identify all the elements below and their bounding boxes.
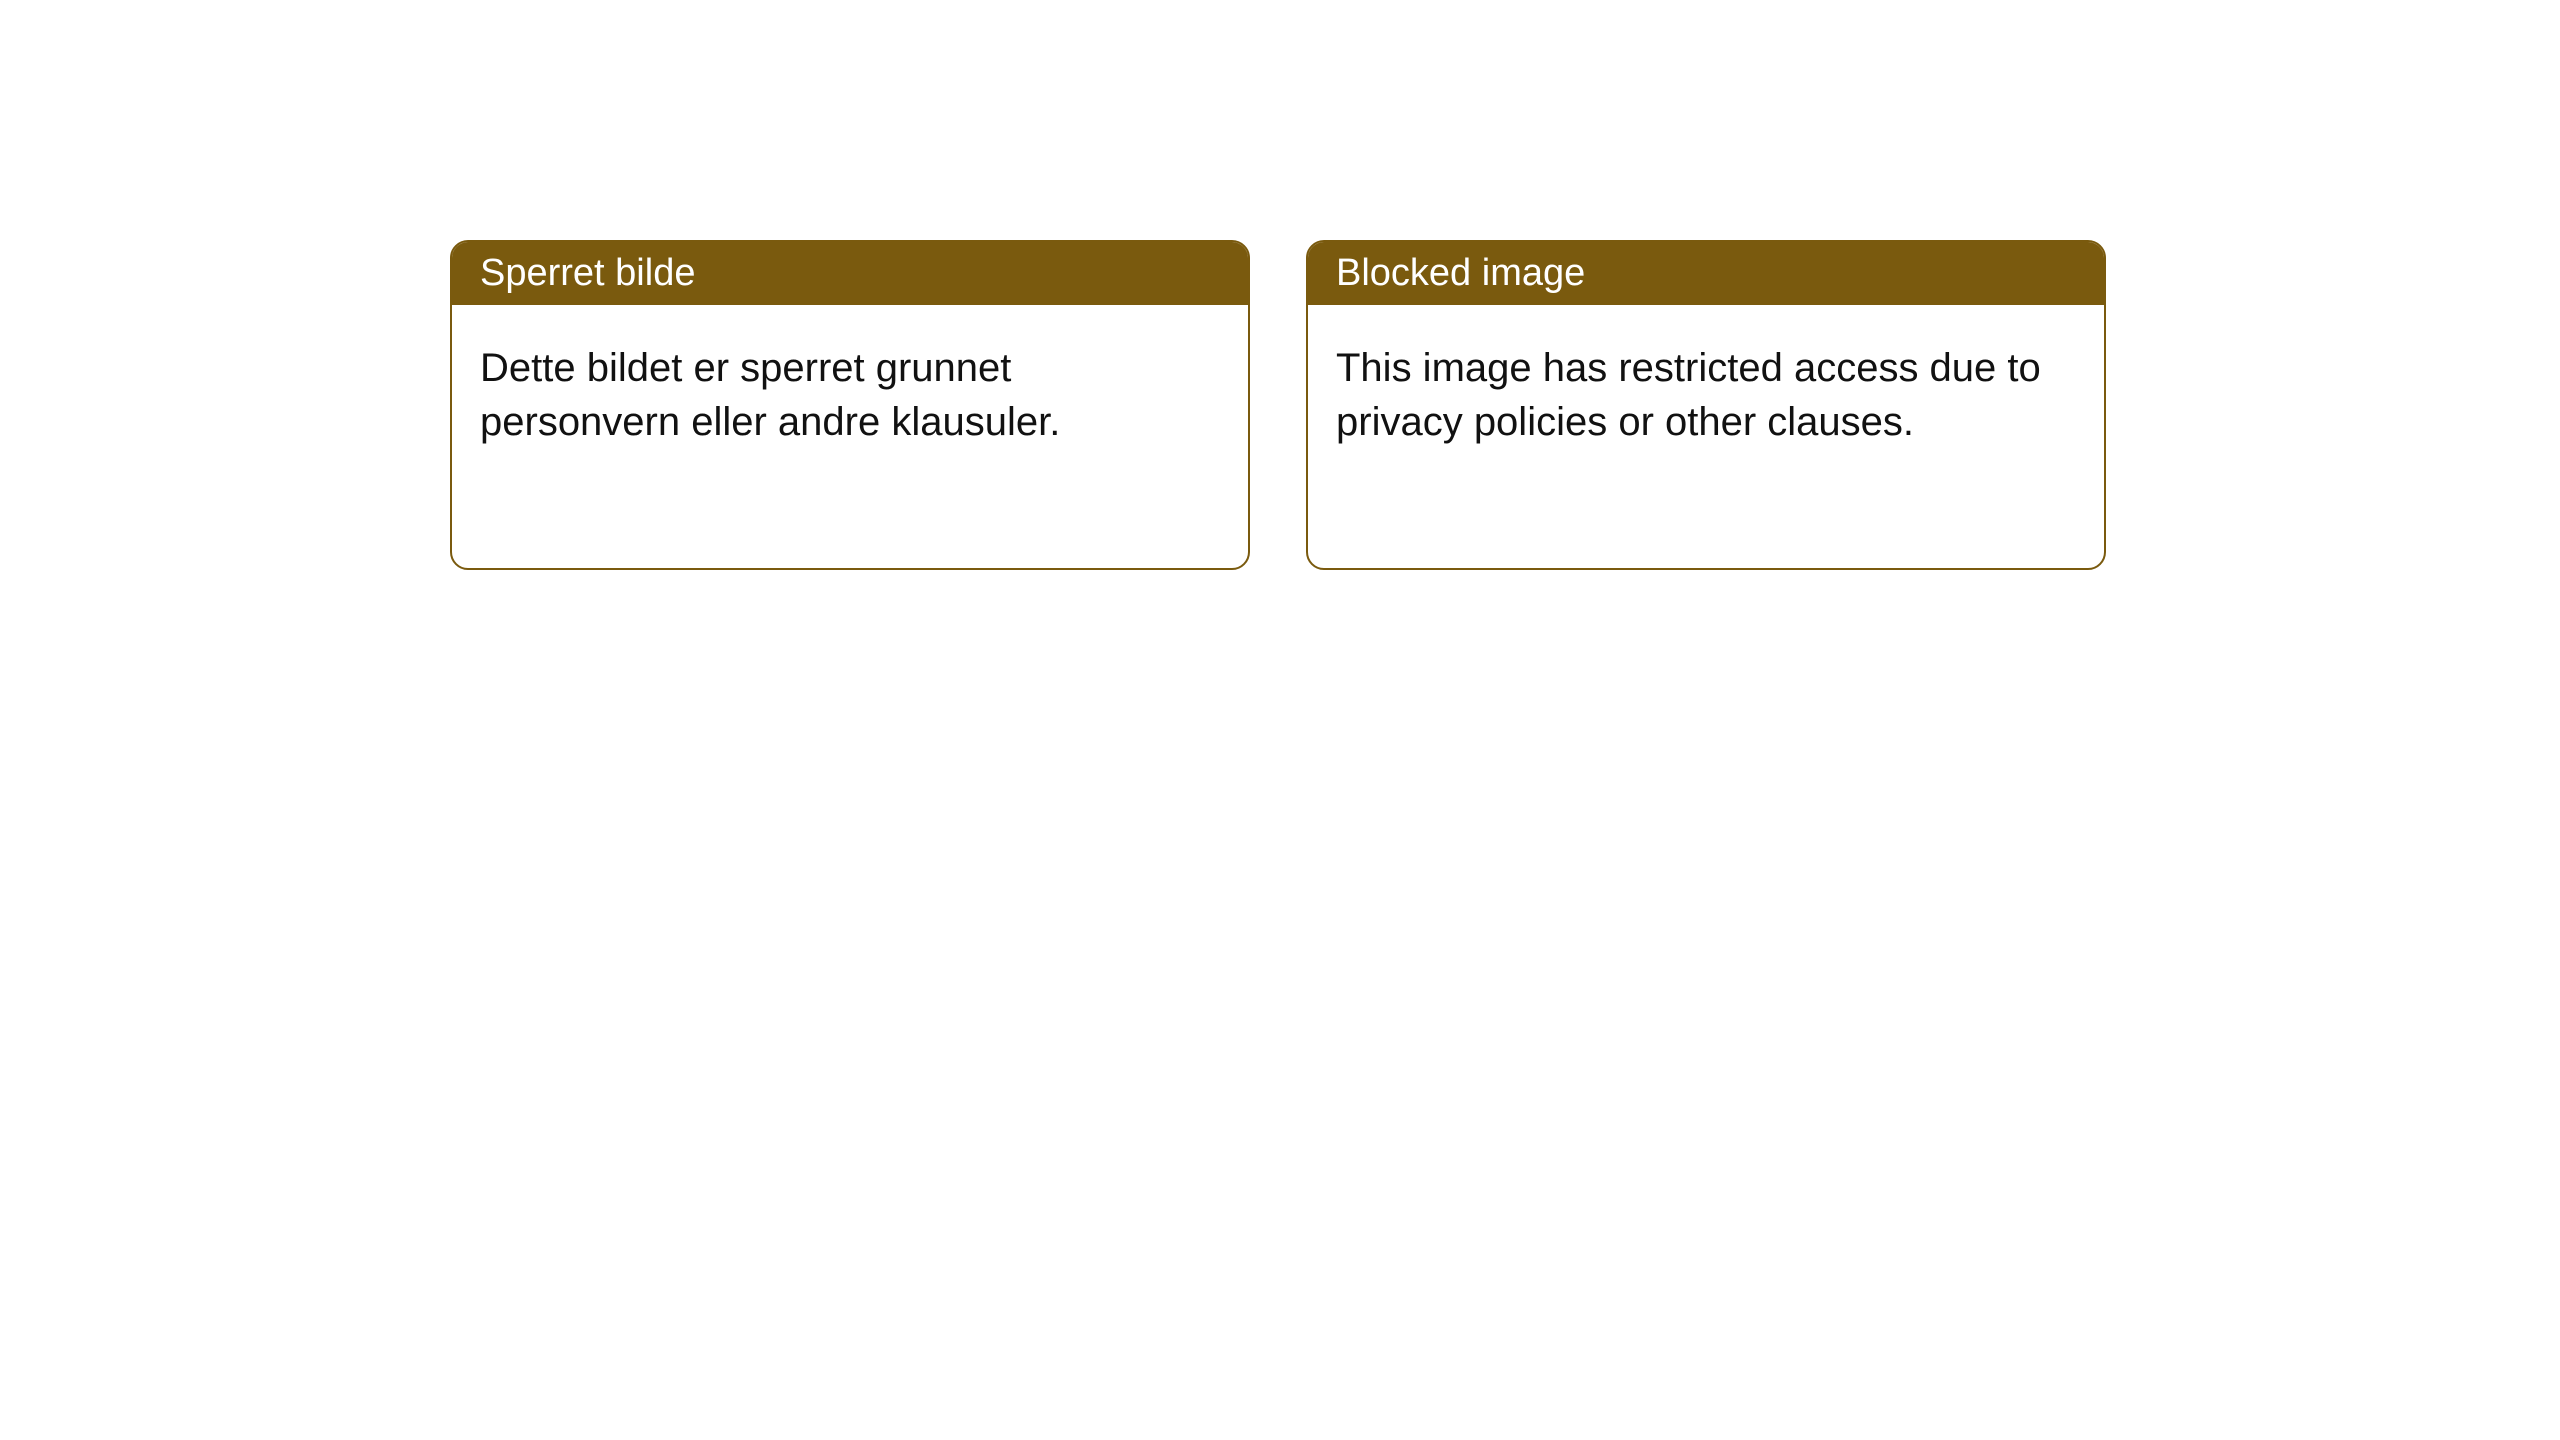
notice-card-title: Blocked image <box>1308 242 2104 305</box>
notice-card-body: This image has restricted access due to … <box>1308 305 2104 485</box>
notice-card-english: Blocked image This image has restricted … <box>1306 240 2106 570</box>
notice-card-norwegian: Sperret bilde Dette bildet er sperret gr… <box>450 240 1250 570</box>
notice-card-title: Sperret bilde <box>452 242 1248 305</box>
notice-card-body: Dette bildet er sperret grunnet personve… <box>452 305 1248 485</box>
blocked-image-notices: Sperret bilde Dette bildet er sperret gr… <box>450 240 2106 570</box>
